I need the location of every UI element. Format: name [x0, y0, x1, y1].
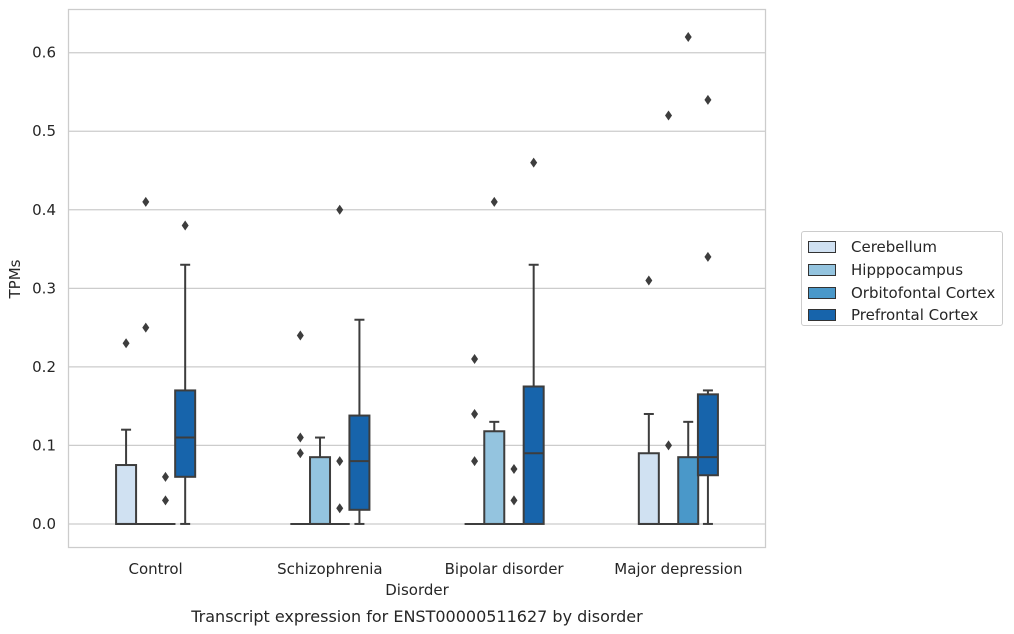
box-body — [696, 393, 719, 477]
box-body — [637, 452, 660, 525]
legend-item: Orbitofontal Cortex — [808, 281, 1002, 304]
x-tick-label: Schizophrenia — [277, 560, 382, 578]
box-body — [522, 385, 545, 525]
box — [483, 196, 506, 525]
box — [658, 110, 679, 525]
outlier-point — [122, 338, 130, 349]
x-tick-label: Major depression — [614, 560, 742, 578]
legend-label: Cerebellum — [851, 238, 937, 257]
box — [696, 94, 719, 525]
box — [115, 338, 138, 525]
y-tick-label: 0.5 — [32, 122, 56, 140]
box — [290, 330, 311, 525]
outlier-point — [510, 463, 518, 474]
y-tick-label: 0.0 — [32, 515, 56, 533]
legend-swatch — [808, 309, 836, 322]
legend-swatch — [808, 241, 836, 254]
box — [522, 157, 545, 525]
box — [309, 436, 332, 525]
box-body — [483, 430, 506, 525]
legend-label: Prefrontal Cortex — [851, 306, 979, 325]
legend-label: Orbitofontal Cortex — [851, 283, 996, 302]
outlier-point — [510, 495, 518, 506]
outlier-point — [336, 503, 344, 514]
box-body — [309, 456, 332, 525]
box — [155, 471, 176, 525]
y-tick-label: 0.1 — [32, 436, 56, 454]
outlier-point — [336, 456, 344, 467]
box — [637, 275, 660, 525]
legend-swatch — [808, 264, 836, 277]
box — [503, 463, 524, 525]
box — [135, 196, 156, 525]
box-body — [174, 389, 197, 478]
outlier-point — [704, 251, 712, 262]
x-tick-label: Control — [129, 560, 183, 578]
y-tick-label: 0.2 — [32, 358, 56, 376]
box — [174, 220, 197, 525]
plot-frame — [67, 8, 767, 549]
outlier-point — [704, 94, 712, 105]
x-axis-label: Disorder — [385, 581, 449, 599]
y-axis-label: TPMs — [6, 259, 24, 299]
box — [348, 318, 371, 525]
legend: Cerebellum Hipppocampus Orbitofontal Cor… — [801, 231, 1003, 326]
outlier-point — [142, 196, 150, 207]
y-axis-ticks: 0.0 0.1 0.2 0.3 0.4 0.5 0.6 — [32, 44, 56, 533]
outlier-point — [665, 110, 673, 121]
outlier-point — [161, 495, 169, 506]
box-body — [348, 414, 371, 511]
outlier-point — [471, 456, 479, 467]
outlier-point — [296, 330, 304, 341]
legend-item: Cerebellum — [808, 236, 1002, 259]
box-body — [115, 464, 138, 525]
chart-title: Transcript expression for ENST0000051162… — [190, 607, 643, 626]
legend-label: Hipppocampus — [851, 261, 964, 280]
y-tick-label: 0.3 — [32, 279, 56, 297]
outlier-point — [530, 157, 538, 168]
outlier-point — [296, 432, 304, 443]
outlier-point — [665, 440, 673, 451]
box — [464, 354, 485, 525]
legend-item: Hipppocampus — [808, 259, 1002, 282]
outlier-point — [181, 220, 189, 231]
x-axis-ticks: Control Schizophrenia Bipolar disorder Majo… — [129, 560, 743, 578]
legend-item: Prefrontal Cortex — [808, 304, 1002, 327]
y-tick-label: 0.6 — [32, 44, 56, 62]
outlier-point — [296, 448, 304, 459]
outlier-point — [471, 408, 479, 419]
outlier-point — [490, 196, 498, 207]
outlier-point — [645, 275, 653, 286]
grid-lines — [68, 52, 766, 525]
outlier-point — [684, 31, 692, 42]
box — [677, 31, 700, 525]
outlier-point — [471, 354, 479, 365]
outlier-point — [336, 204, 344, 215]
box-body — [677, 456, 700, 525]
x-tick-label: Bipolar disorder — [445, 560, 565, 578]
legend-swatch — [808, 286, 836, 299]
outlier-point — [161, 471, 169, 482]
outlier-point — [142, 322, 150, 333]
box — [329, 204, 350, 525]
y-tick-label: 0.4 — [32, 201, 56, 219]
plot-area — [115, 31, 719, 525]
